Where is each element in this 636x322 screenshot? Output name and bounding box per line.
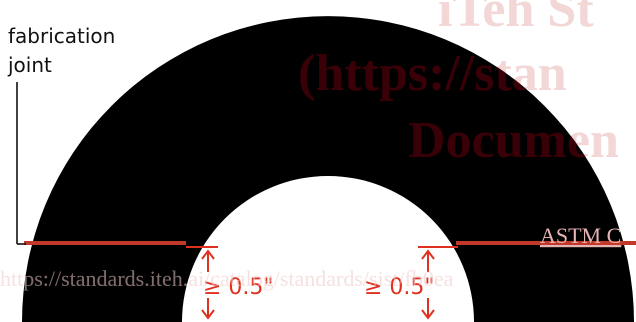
- dimension-left-label-bg: [200, 272, 276, 298]
- dimension-right-arrow-down: [421, 309, 435, 320]
- gasket-half-ring: [22, 16, 634, 322]
- watermark-astm: ASTM C: [540, 223, 621, 248]
- fabrication-joint-label-line1: fabrication: [8, 24, 115, 48]
- fabrication-joint-label-line2: joint: [7, 53, 52, 77]
- dimension-left-arrow-up: [201, 249, 215, 260]
- dimension-right-label: ≥ 0.5": [364, 275, 435, 300]
- dimension-right-arrow-up: [421, 249, 435, 260]
- dimension-left-arrow-down: [201, 309, 215, 320]
- dimension-right-label-bg: [360, 272, 440, 298]
- dimension-left-label: ≥ 0.5": [203, 275, 274, 300]
- watermark-url: https://standards.iteh.ai/catalog/standa…: [0, 266, 454, 291]
- watermark-line-1: iTeh St: [438, 0, 594, 38]
